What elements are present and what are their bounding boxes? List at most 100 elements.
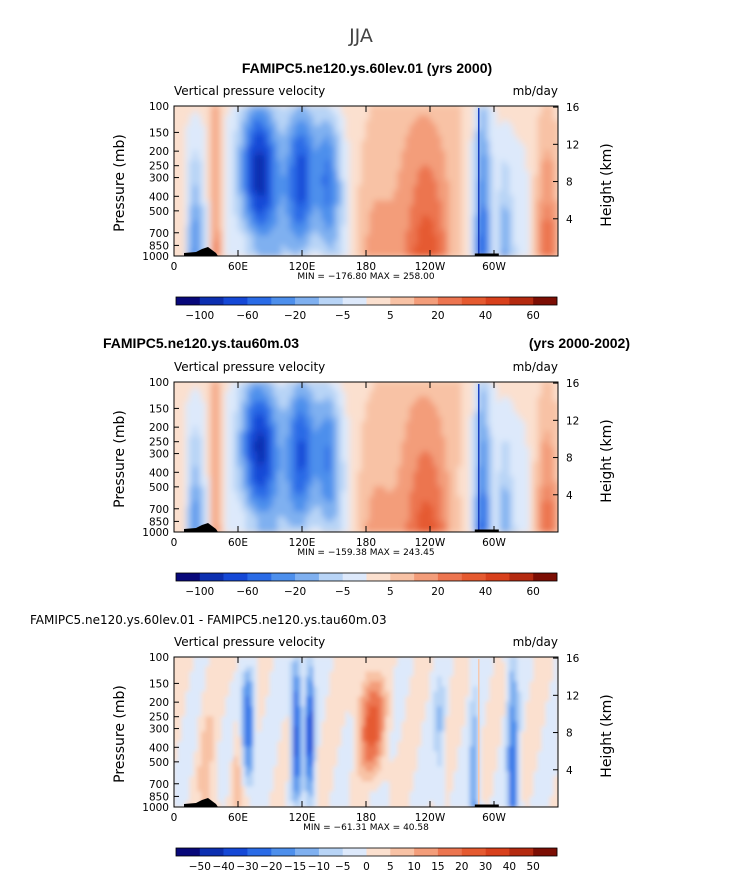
field-cell xyxy=(193,235,199,242)
field-cell xyxy=(241,406,247,413)
field-cell xyxy=(345,436,351,443)
field-cell xyxy=(409,200,415,207)
field-cell xyxy=(193,130,199,137)
field-cell xyxy=(433,240,439,247)
field-cell xyxy=(537,135,543,142)
field-cell xyxy=(321,210,327,217)
field-cell xyxy=(389,155,395,162)
field-cell xyxy=(533,115,539,122)
field-cell xyxy=(365,386,371,393)
field-cell xyxy=(233,386,239,393)
field-cell xyxy=(553,230,558,237)
field-cell xyxy=(205,110,211,117)
field-cell xyxy=(477,110,483,117)
field-cell xyxy=(253,135,259,142)
field-cell xyxy=(489,245,495,252)
field-cell xyxy=(189,451,195,458)
field-cell xyxy=(373,215,379,222)
field-cell xyxy=(245,411,251,418)
field-cell xyxy=(421,115,427,122)
field-cell xyxy=(293,250,299,256)
field-cell xyxy=(369,160,375,167)
field-cell xyxy=(289,441,295,448)
field-cell xyxy=(389,426,395,433)
field-cell xyxy=(453,155,459,162)
field-cell xyxy=(373,200,379,207)
field-cell xyxy=(373,386,379,393)
field-cell xyxy=(257,382,263,388)
field-cell xyxy=(353,245,359,252)
field-cell xyxy=(357,436,363,443)
field-cell xyxy=(273,145,279,152)
field-cell xyxy=(385,145,391,152)
field-cell xyxy=(353,521,359,528)
field-cell xyxy=(301,240,307,247)
field-cell xyxy=(277,476,283,483)
field-cell xyxy=(277,382,283,388)
field-cell xyxy=(469,210,475,217)
field-cell xyxy=(345,386,351,393)
field-cell xyxy=(385,471,391,478)
field-cell xyxy=(353,155,359,162)
field-cell xyxy=(369,106,375,112)
field-cell xyxy=(361,200,367,207)
field-cell xyxy=(209,456,215,463)
field-cell xyxy=(181,145,187,152)
field-cell xyxy=(429,382,435,388)
field-cell xyxy=(333,501,339,508)
field-cell xyxy=(477,120,483,127)
field-cell xyxy=(245,220,251,227)
field-cell xyxy=(289,396,295,403)
field-cell xyxy=(421,526,427,532)
field-cell xyxy=(189,411,195,418)
field-cell xyxy=(237,401,243,408)
field-cell xyxy=(549,190,555,197)
field-cell xyxy=(285,401,291,408)
field-cell xyxy=(174,411,179,418)
field-cell xyxy=(349,200,355,207)
field-cell xyxy=(405,130,411,137)
field-cell xyxy=(509,245,515,252)
field-cell xyxy=(321,406,327,413)
field-cell xyxy=(469,140,475,147)
field-cell xyxy=(309,456,315,463)
field-cell xyxy=(305,125,311,132)
field-cell xyxy=(433,426,439,433)
field-cell xyxy=(433,155,439,162)
field-cell xyxy=(174,421,179,428)
field-cell xyxy=(305,506,311,513)
field-cell xyxy=(373,106,379,112)
field-cell xyxy=(241,205,247,212)
field-cell xyxy=(413,190,419,197)
field-cell xyxy=(213,106,219,112)
field-cell xyxy=(209,230,215,237)
field-cell xyxy=(193,431,199,438)
field-cell xyxy=(545,190,551,197)
field-cell xyxy=(489,195,495,202)
field-cell xyxy=(413,446,419,453)
field-cell xyxy=(353,491,359,498)
field-cell xyxy=(389,446,395,453)
field-cell xyxy=(381,106,387,112)
field-cell xyxy=(341,456,347,463)
field-cell xyxy=(229,205,235,212)
field-cell xyxy=(321,235,327,242)
field-cell xyxy=(405,170,411,177)
field-cell xyxy=(181,486,187,493)
field-cell xyxy=(297,391,303,398)
field-cell xyxy=(433,200,439,207)
field-cell xyxy=(253,230,259,237)
field-cell xyxy=(185,411,191,418)
field-cell xyxy=(269,516,275,523)
field-cell xyxy=(277,491,283,498)
field-cell xyxy=(269,461,275,468)
field-cell xyxy=(233,471,239,478)
field-cell xyxy=(433,446,439,453)
field-cell xyxy=(381,516,387,523)
field-cell xyxy=(277,471,283,478)
field-cell xyxy=(285,205,291,212)
field-cell xyxy=(297,446,303,453)
field-cell xyxy=(337,185,343,192)
field-cell xyxy=(361,230,367,237)
field-cell xyxy=(341,516,347,523)
